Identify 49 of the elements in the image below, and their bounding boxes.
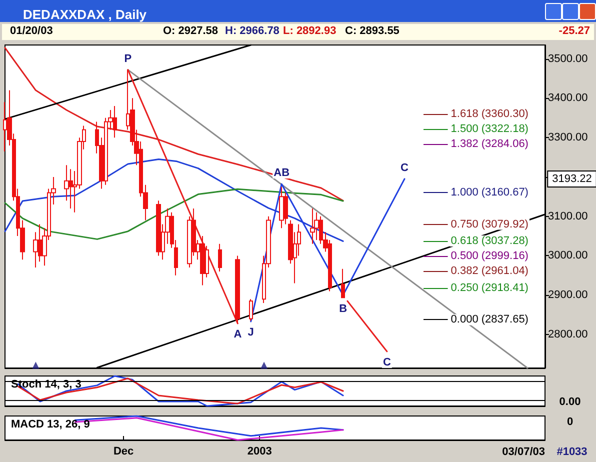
candlestick (200, 236, 205, 286)
text: C: 2893.55 (345, 25, 400, 37)
candlestick (341, 268, 345, 298)
candlestick (235, 255, 240, 324)
annotation: A (234, 328, 242, 340)
text: -25.27 (558, 25, 590, 37)
ref-line-label: 0.382 (2961.04) (450, 265, 528, 278)
ref-line-label: 0.500 (2999.16) (450, 250, 528, 262)
x-tick-label: 2003 (247, 446, 272, 458)
candlestick (310, 208, 315, 244)
text: H: 2966.78 (225, 25, 280, 37)
y-tick-label: 3000.00 (548, 250, 588, 262)
ref-line-label: 1.618 (3360.30) (450, 108, 528, 120)
text: 0 (566, 416, 574, 428)
candlestick (249, 298, 253, 322)
text: 03/07/03 (502, 446, 545, 458)
candlestick (279, 186, 284, 229)
line-series (4, 188, 344, 240)
annotation: C (382, 356, 391, 368)
candlestick (156, 200, 161, 256)
y-tick-label: 3400.00 (548, 92, 588, 104)
chart-title: MACD 13, 26, 9 (11, 418, 90, 430)
ref-line-label: 0.750 (3079.92) (450, 218, 528, 230)
ref-line-label: 1.500 (3322.18) (450, 122, 528, 135)
text: #1033 (556, 446, 588, 458)
text: O: 2927.58 (163, 25, 218, 37)
ref-line-label: 1.382 (3284.06) (450, 138, 528, 150)
text: 0.00 (559, 396, 581, 408)
ref-line-label: 0.250 (2918.41) (450, 282, 528, 294)
candlestick (218, 243, 222, 272)
ref-line-label: 0.618 (3037.28) (450, 235, 528, 248)
y-tick-label: 2900.00 (548, 289, 588, 302)
y-tick-label: 3500.00 (548, 52, 588, 65)
y-tick-label: 3300.00 (548, 132, 588, 144)
text: L: 2892.93 (283, 25, 336, 37)
text: 01/20/03 (10, 25, 53, 37)
annotation: P (124, 52, 132, 65)
ref-line-label: 1.000 (3160.67) (450, 186, 528, 198)
chart-title: DEDAXXDAX , Daily (23, 7, 148, 22)
annotation: J (248, 326, 254, 339)
annotation: AB (274, 167, 290, 180)
x-tick-label: Dec (113, 446, 134, 458)
annotation: C (400, 162, 409, 174)
y-tick-label: 2800.00 (548, 328, 588, 341)
text: 3193.22 (552, 173, 592, 185)
candlestick (314, 212, 319, 240)
ref-line-label: 0.000 (2837.65) (450, 314, 528, 326)
y-tick-label: 3100.00 (548, 210, 588, 222)
annotation: B (339, 302, 348, 315)
